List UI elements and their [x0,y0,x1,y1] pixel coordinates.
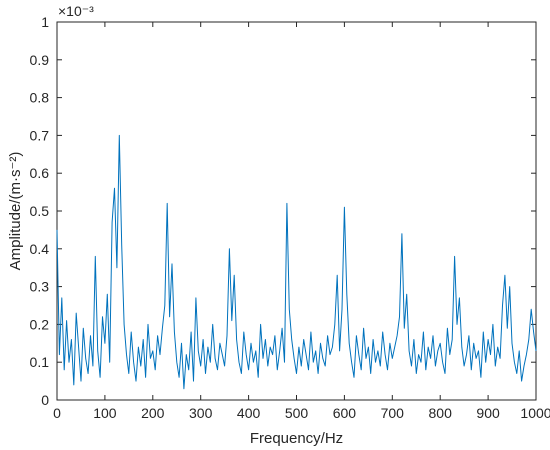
x-tick-label: 700 [381,405,405,421]
y-tick-label: 0.2 [30,316,50,332]
y-axis-ticks: 0 0.1 0.2 0.3 0.4 0.5 0.6 0.7 0.8 0.9 1 [30,14,536,408]
axes [56,21,537,401]
x-axis-label: Frequency/Hz [250,430,343,447]
y-tick-label: 0.1 [30,354,50,370]
x-tick-label: 400 [237,405,261,421]
y-axis-label: Amplitude/(m·s⁻²) [7,152,24,271]
plot-frame [56,21,537,401]
x-tick-label: 0 [53,405,61,421]
y-tick-label: 0.9 [30,52,50,68]
series-line [56,134,537,390]
x-tick-label: 800 [429,405,453,421]
y-exponent-label: ×10⁻³ [58,3,94,19]
x-tick-label: 200 [141,405,165,421]
y-tick-label: 0 [41,392,49,408]
x-tick-label: 900 [476,405,500,421]
y-tick-label: 0.8 [30,90,50,106]
y-tick-label: 0.4 [30,241,50,257]
y-tick-label: 0.3 [30,279,50,295]
x-axis-ticks: 0 100 200 300 400 500 600 700 800 900 1000 [53,22,550,421]
x-tick-label: 1000 [520,405,550,421]
x-tick-label: 300 [189,405,213,421]
y-tick-label: 1 [41,14,49,30]
x-tick-label: 500 [285,405,309,421]
x-tick-label: 600 [333,405,357,421]
series-group [56,134,537,390]
x-tick-label: 100 [93,405,117,421]
y-tick-label: 0.6 [30,165,50,181]
y-tick-label: 0.5 [30,203,50,219]
y-tick-label: 0.7 [30,127,50,143]
